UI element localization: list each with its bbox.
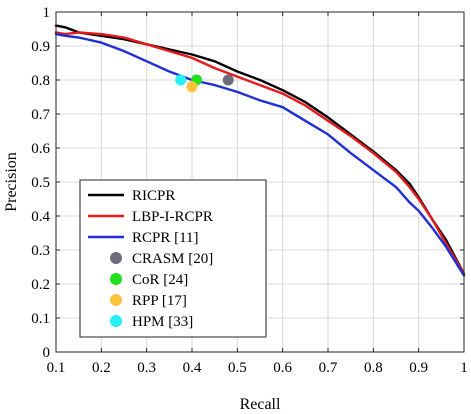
y-tick-label: 0.3: [31, 243, 50, 259]
x-axis-label: Recall: [240, 396, 281, 413]
y-tick-label: 0.8: [31, 73, 50, 89]
x-tick-label: 0.2: [92, 360, 111, 376]
axis-ticks: [55, 11, 465, 353]
series-line-ricpr: [54, 24, 466, 275]
legend-swatch-hpm-33: [110, 315, 122, 327]
legend-label-lbp-i-rcpr: LBP-I-RCPR: [132, 209, 213, 225]
series-line-lbp-i-rcpr: [54, 31, 466, 275]
legend-label-rpp-17: RPP [17]: [132, 293, 187, 309]
x-tick-label: 0.8: [364, 360, 383, 376]
legend-label-hpm-33: HPM [33]: [132, 314, 193, 330]
legend-label-ricpr: RICPR: [132, 188, 175, 204]
y-tick-label: 0: [43, 345, 51, 361]
y-tick-label: 0.5: [31, 175, 50, 191]
y-tick-label: 0.1: [31, 311, 50, 327]
x-tick-label: 0.7: [319, 360, 338, 376]
series-line-rcpr-11: [54, 32, 466, 277]
y-tick-label: 0.7: [31, 107, 50, 123]
legend: RICPR LBP-I-RCPR RCPR [11] CRASM [20] CoR [2…: [79, 179, 267, 338]
x-tick-label: 0.4: [183, 360, 202, 376]
data-point-hpm-33: [175, 74, 187, 86]
x-tick-label: 0.9: [409, 360, 428, 376]
legend-label-rcpr-11: RCPR [11]: [132, 230, 199, 246]
y-tick-label: 0.4: [31, 209, 50, 225]
x-tick-label: 0.6: [273, 360, 292, 376]
y-tick-label: 0.6: [31, 141, 50, 157]
x-tick-label: 0.5: [228, 360, 247, 376]
legend-swatch-rpp-17: [110, 294, 122, 306]
data-point-crasm-20: [222, 74, 234, 86]
x-tick-label: 0.1: [47, 360, 66, 376]
legend-label-cor-24: CoR [24]: [132, 272, 188, 288]
legend-swatch-cor-24: [110, 273, 122, 285]
series-layer: [54, 24, 466, 277]
axis-tick-labels: 0.1 0.2 0.3 0.4 0.5 0.6 0.7 0.8 0.9 100.10.20.30.…: [31, 5, 468, 376]
x-tick-label: 1: [460, 360, 468, 376]
legend-swatch-crasm-20: [110, 252, 122, 264]
y-tick-label: 1: [43, 5, 51, 21]
y-tick-label: 0.9: [31, 39, 50, 55]
x-tick-label: 0.3: [137, 360, 156, 376]
data-point-rpp-17: [186, 81, 198, 93]
legend-label-crasm-20: CRASM [20]: [132, 251, 213, 267]
y-axis-label: Precision: [3, 152, 20, 212]
y-tick-label: 0.2: [31, 277, 50, 293]
